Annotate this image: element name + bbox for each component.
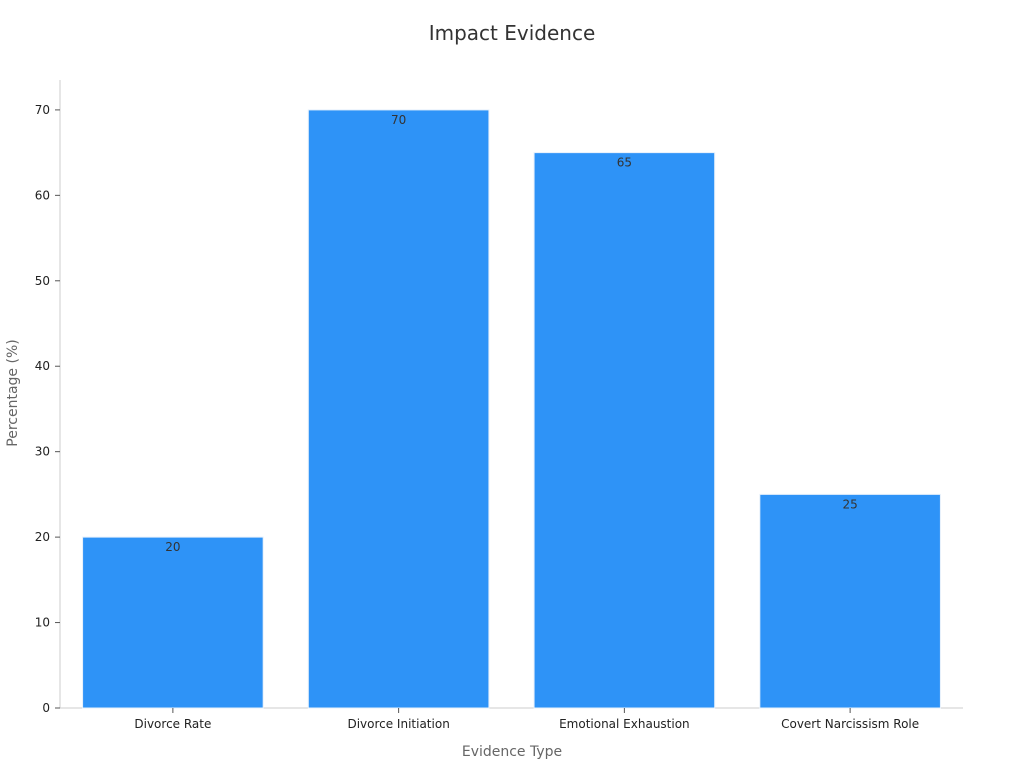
bar-data-label: 70 (391, 113, 406, 127)
bars (82, 109, 941, 709)
y-tick-label: 0 (42, 701, 50, 715)
x-tick-label: Divorce Rate (134, 717, 211, 731)
x-tick-label: Divorce Initiation (347, 717, 449, 731)
bar (759, 493, 941, 709)
y-ticks: 0 10 20 30 40 50 60 70 (35, 103, 60, 715)
bar-data-label: 25 (842, 497, 857, 511)
y-tick-label: 20 (35, 530, 50, 544)
y-tick-label: 70 (35, 103, 50, 117)
bar (307, 109, 490, 709)
y-axis-label: Percentage (%) (5, 339, 21, 446)
bar (533, 152, 716, 709)
x-ticks: Divorce Rate Divorce Initiation Emotional … (134, 708, 919, 731)
x-tick-label: Covert Narcissism Role (781, 717, 919, 731)
data-labels: 20 70 65 25 (165, 113, 858, 554)
y-tick-label: 10 (35, 616, 50, 630)
y-tick-label: 60 (35, 188, 50, 202)
y-tick-label: 40 (35, 359, 50, 373)
bar-data-label: 20 (165, 540, 180, 554)
x-axis-label: Evidence Type (462, 744, 562, 760)
bar (82, 536, 264, 709)
chart-title: Impact Evidence (429, 21, 596, 45)
y-tick-label: 50 (35, 274, 50, 288)
y-tick-label: 30 (35, 445, 50, 459)
x-tick-label: Emotional Exhaustion (559, 717, 690, 731)
bar-data-label: 65 (617, 156, 632, 170)
